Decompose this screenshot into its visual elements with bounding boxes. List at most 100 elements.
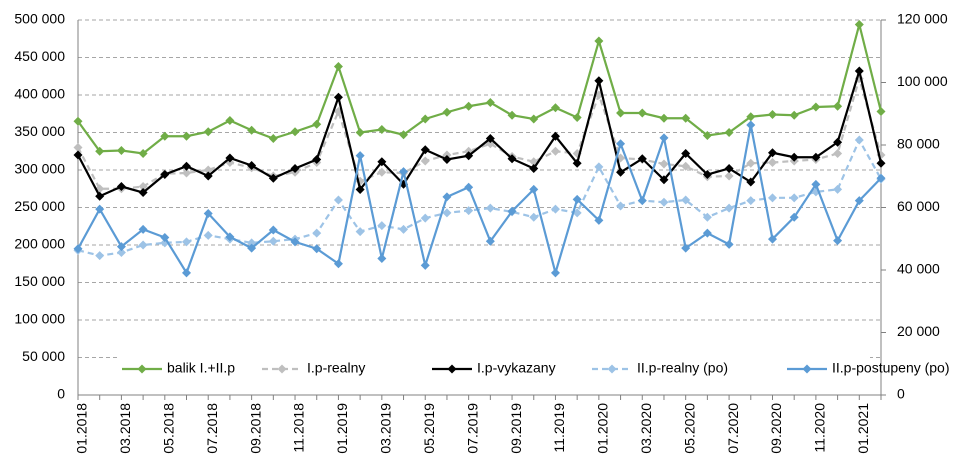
point-marker	[247, 125, 257, 135]
point-marker	[572, 194, 582, 204]
point-marker	[659, 175, 669, 185]
point-marker	[550, 146, 560, 156]
y2-tick-label: 100 000	[897, 73, 948, 89]
point-marker	[268, 173, 278, 183]
point-marker	[333, 62, 343, 71]
point-marker	[377, 221, 387, 231]
point-marker	[637, 154, 647, 164]
point-marker	[377, 157, 387, 167]
point-marker	[290, 164, 300, 173]
y2-tick-label: 0	[897, 386, 905, 402]
point-marker	[464, 151, 474, 161]
x-tick-label: 09.2018	[247, 403, 263, 454]
point-marker	[138, 188, 148, 197]
point-marker	[681, 113, 691, 123]
point-marker	[355, 185, 365, 194]
x-tick-label: 01.2021	[855, 403, 871, 454]
point-marker	[811, 179, 821, 189]
point-marker	[854, 135, 864, 145]
point-marker	[529, 164, 539, 173]
point-marker	[333, 195, 343, 205]
point-marker	[789, 110, 799, 120]
point-marker	[182, 168, 192, 178]
point-marker	[399, 167, 409, 177]
point-marker	[550, 103, 560, 113]
x-tick-label: 03.2020	[638, 403, 654, 454]
point-marker	[225, 232, 235, 242]
point-marker	[507, 206, 517, 216]
point-marker	[724, 203, 734, 213]
series-line	[77, 24, 883, 155]
point-marker	[464, 101, 474, 111]
point-marker	[876, 107, 886, 116]
point-marker	[833, 149, 843, 158]
point-marker	[594, 162, 604, 172]
point-marker	[203, 171, 213, 181]
point-marker	[420, 156, 430, 166]
point-marker	[659, 197, 669, 207]
point-marker	[312, 244, 322, 254]
point-marker	[182, 161, 192, 171]
point-marker	[95, 146, 105, 156]
point-marker	[572, 113, 582, 122]
point-marker	[312, 155, 322, 164]
point-marker	[268, 134, 278, 143]
point-marker	[182, 237, 192, 247]
point-marker	[507, 154, 517, 164]
x-tick-label: 11.2020	[812, 403, 828, 453]
point-marker	[637, 108, 647, 118]
point-marker	[312, 228, 322, 238]
series-line	[77, 74, 883, 190]
point-marker	[746, 120, 756, 130]
x-tick-label: 05.2019	[421, 403, 437, 454]
point-marker	[268, 225, 278, 235]
point-marker	[833, 101, 843, 111]
point-marker	[312, 119, 322, 129]
point-marker	[702, 228, 712, 238]
y2-tick-label: 60 000	[897, 198, 940, 214]
point-marker	[746, 112, 756, 122]
point-marker	[225, 116, 235, 125]
point-marker	[290, 237, 300, 247]
point-marker	[529, 114, 539, 124]
series-line	[77, 137, 882, 257]
point-marker	[203, 127, 213, 137]
x-tick-label: 07.2020	[725, 403, 741, 454]
point-marker	[73, 116, 83, 126]
point-marker	[73, 143, 83, 152]
point-marker	[420, 260, 430, 270]
point-marker	[442, 192, 452, 202]
y-tick-label: 300 000	[14, 161, 65, 177]
point-marker	[550, 131, 560, 141]
y2-tick-label: 40 000	[897, 261, 940, 277]
point-marker	[116, 182, 126, 191]
point-marker	[811, 102, 821, 112]
point-marker	[95, 191, 105, 201]
point-marker	[594, 36, 604, 46]
point-marker	[182, 131, 192, 141]
point-marker	[95, 204, 105, 214]
x-tick-label: 01.2019	[334, 403, 350, 454]
point-marker	[833, 236, 843, 246]
point-marker	[355, 128, 365, 137]
legend-marker	[277, 364, 287, 374]
point-marker	[724, 239, 734, 249]
point-marker	[182, 268, 192, 278]
point-marker	[333, 92, 343, 102]
legend: balik I.+II.p I.p-realny I.p-vykazany II.p-…	[118, 357, 950, 381]
x-tick-label: 01.2018	[74, 403, 90, 454]
legend-marker	[137, 364, 147, 374]
point-marker	[485, 98, 495, 107]
legend-label: I.p-vykazany	[477, 360, 556, 376]
y-tick-label: 350 000	[14, 123, 65, 139]
legend-marker	[607, 364, 617, 374]
point-marker	[485, 134, 495, 143]
x-tick-label: 01.2020	[595, 403, 611, 454]
point-marker	[876, 158, 886, 168]
x-tick-label: 11.2018	[291, 403, 307, 453]
point-marker	[702, 212, 712, 222]
point-marker	[73, 244, 83, 254]
point-marker	[616, 167, 626, 177]
point-marker	[247, 243, 257, 253]
point-marker	[225, 153, 235, 163]
